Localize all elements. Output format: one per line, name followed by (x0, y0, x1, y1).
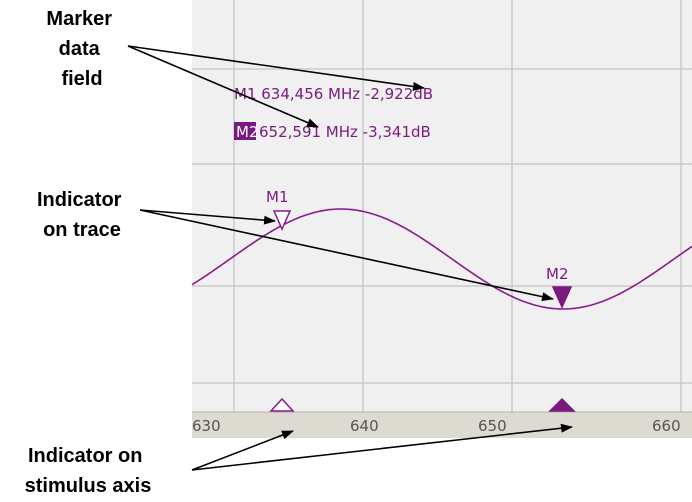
plot-area (192, 0, 692, 412)
arrow-to-m1-readout (127, 45, 425, 91)
arrow-to-m2-readout (127, 45, 319, 128)
marker-m1-readout: M1 634,456 MHz -2,922dB (234, 85, 433, 103)
marker-m2-axis-indicator[interactable] (548, 397, 576, 412)
arrow-to-m1-trace (139, 209, 276, 225)
axis-tick-label: 650 (478, 417, 507, 435)
grid (192, 0, 692, 412)
callout-marker-data-field: Marker data field (46, 8, 117, 90)
callout-arrows (127, 45, 573, 471)
stimulus-axis (192, 412, 692, 438)
arrow-to-m1-axis (191, 430, 294, 471)
marker-m2-trace-label: M2 (546, 265, 569, 283)
marker-m1-trace-indicator[interactable] (272, 210, 292, 231)
marker-m2-active-badge[interactable] (234, 122, 256, 140)
marker-m2-badge-label: M2 (236, 123, 259, 141)
marker-m1-axis-indicator[interactable] (269, 397, 295, 412)
arrow-to-m2-trace (139, 209, 554, 302)
axis-tick-label: 640 (350, 417, 379, 435)
marker-m2-readout: 652,591 MHz -3,341dB (259, 123, 431, 141)
callout-indicator-on-trace: Indicator on trace (37, 189, 127, 241)
callout-indicator-on-axis: Indicator on stimulus axis (25, 445, 152, 497)
measurement-trace (191, 208, 692, 310)
axis-tick-label: 660 (652, 417, 681, 435)
arrow-to-m2-axis (191, 423, 573, 471)
marker-m1-trace-label: M1 (266, 188, 289, 206)
axis-tick-label: 630 (192, 417, 221, 435)
